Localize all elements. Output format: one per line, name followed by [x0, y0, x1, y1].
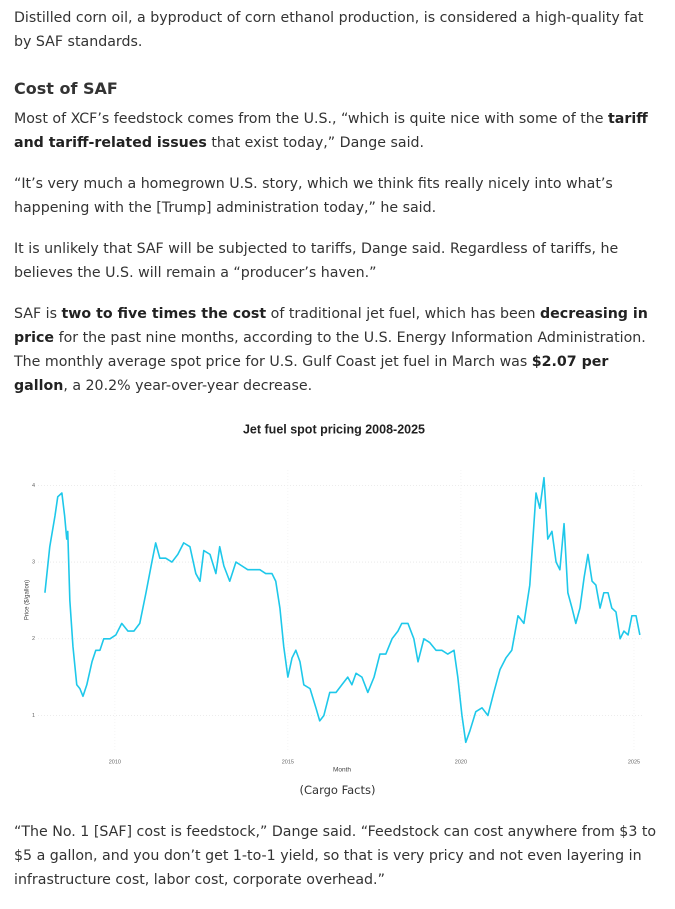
- x-tick-label: 2015: [282, 759, 294, 765]
- text: Most of XCF’s feedstock comes from the U…: [14, 111, 608, 127]
- text: “It’s very much a homegrown U.S. story, …: [14, 176, 613, 216]
- paragraph: Most of XCF’s feedstock comes from the U…: [14, 107, 664, 155]
- text: that exist today,” Dange said.: [206, 135, 425, 151]
- x-tick-label: 2020: [455, 759, 467, 765]
- section-heading: Cost of SAF: [14, 79, 118, 98]
- text: , a 20.2% year-over-year decrease.: [63, 378, 313, 394]
- paragraph: SAF is two to five times the cost of tra…: [14, 302, 664, 398]
- y-tick-label: 3: [32, 560, 35, 566]
- text: for the past nine months, according to t…: [14, 330, 646, 370]
- intro: Distilled corn oil, a byproduct of corn …: [14, 6, 664, 54]
- paragraph: Distilled corn oil, a byproduct of corn …: [14, 6, 664, 54]
- paragraph: “The No. 1 [SAF] cost is feedstock,” Dan…: [14, 820, 664, 892]
- y-tick-label: 1: [32, 713, 35, 719]
- x-tick-label: 2010: [109, 759, 121, 765]
- chart: Jet fuel spot pricing 2008-2025 Month Pr…: [25, 422, 644, 774]
- text: “The No. 1 [SAF] cost is feedstock,” Dan…: [14, 824, 657, 888]
- text: Distilled corn oil, a byproduct of corn …: [14, 10, 644, 50]
- text: of traditional jet fuel, which has been: [266, 306, 541, 322]
- bold-text: decreasing in price: [14, 306, 648, 346]
- chart-title: Jet fuel spot pricing 2008-2025: [243, 422, 425, 436]
- y-axis-label: Price ($/gallon): [25, 580, 31, 620]
- paragraph: It is unlikely that SAF will be subjecte…: [14, 237, 664, 285]
- bold-text: tariff and tariff-related issues: [14, 111, 648, 151]
- bold-text: two to five times the cost: [61, 306, 267, 322]
- paragraph: “It’s very much a homegrown U.S. story, …: [14, 172, 664, 220]
- body: Most of XCF’s feedstock comes from the U…: [14, 107, 664, 398]
- text: SAF is: [14, 306, 62, 322]
- price-line: [44, 476, 641, 744]
- y-tick-label: 2: [32, 636, 35, 642]
- y-tick-label: 4: [32, 483, 35, 489]
- x-axis-label: Month: [333, 767, 351, 774]
- chart-caption: (Cargo Facts): [299, 783, 376, 797]
- closing: “The No. 1 [SAF] cost is feedstock,” Dan…: [14, 820, 664, 909]
- text: It is unlikely that SAF will be subjecte…: [14, 241, 619, 281]
- article: Distilled corn oil, a byproduct of corn …: [14, 6, 664, 415]
- x-tick-label: 2025: [628, 759, 640, 765]
- bold-text: $2.07 per gallon: [14, 354, 609, 394]
